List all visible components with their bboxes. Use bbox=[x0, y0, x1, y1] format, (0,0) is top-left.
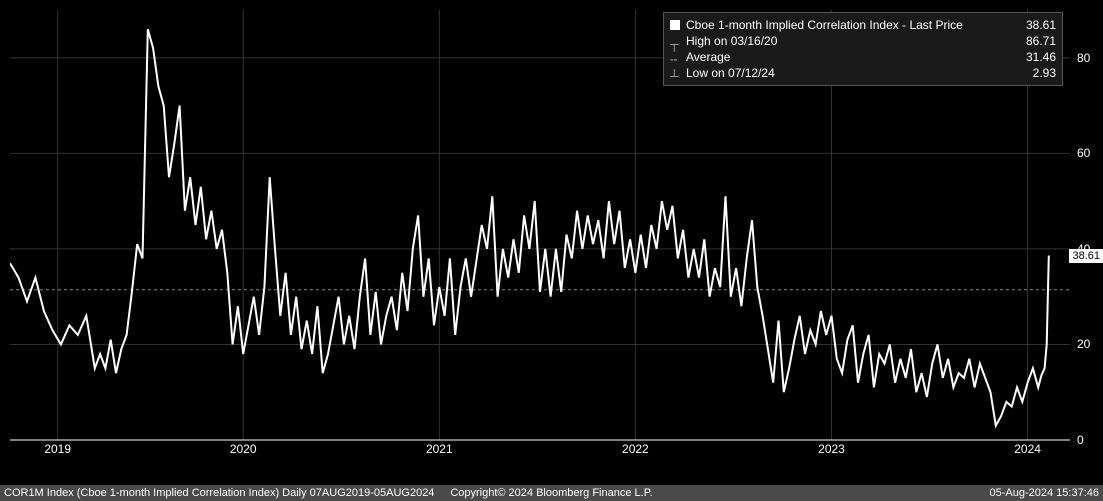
y-tick-label: 20 bbox=[1077, 337, 1103, 351]
footer-left-text: COR1M Index (Cboe 1-month Implied Correl… bbox=[4, 487, 434, 499]
last-price-value: 38.61 bbox=[1072, 250, 1100, 262]
x-tick-label: 2022 bbox=[622, 442, 649, 456]
legend-row-avg: ╌ Average 31.46 bbox=[670, 49, 1056, 65]
avg-marker-icon: ╌ bbox=[670, 52, 680, 62]
footer-right-text: 05-Aug-2024 15:37:46 bbox=[990, 487, 1099, 499]
legend-row-title: Cboe 1-month Implied Correlation Index -… bbox=[670, 17, 1056, 33]
y-tick-label: 60 bbox=[1077, 146, 1103, 160]
legend-high-value: 86.71 bbox=[1006, 33, 1056, 49]
legend-high-label: High on 03/16/20 bbox=[686, 33, 1000, 49]
y-tick-label: 80 bbox=[1077, 51, 1103, 65]
legend-row-low: ┴ Low on 07/12/24 2.93 bbox=[670, 65, 1056, 81]
legend-avg-value: 31.46 bbox=[1006, 49, 1056, 65]
x-tick-label: 2023 bbox=[818, 442, 845, 456]
last-price-badge: 38.61 bbox=[1069, 249, 1103, 263]
square-marker-icon bbox=[670, 20, 680, 30]
legend-title-label: Cboe 1-month Implied Correlation Index -… bbox=[686, 17, 1000, 33]
y-axis: 020406080 38.61 bbox=[1070, 10, 1103, 470]
legend-row-high: ┬ High on 03/16/20 86.71 bbox=[670, 33, 1056, 49]
legend-title-value: 38.61 bbox=[1006, 17, 1056, 33]
footer-bar: COR1M Index (Cboe 1-month Implied Correl… bbox=[0, 485, 1103, 501]
low-marker-icon: ┴ bbox=[670, 68, 680, 78]
x-tick-label: 2021 bbox=[426, 442, 453, 456]
high-marker-icon: ┬ bbox=[670, 36, 680, 46]
x-tick-label: 2024 bbox=[1014, 442, 1041, 456]
legend-avg-label: Average bbox=[686, 49, 1000, 65]
legend-box: Cboe 1-month Implied Correlation Index -… bbox=[663, 12, 1063, 86]
legend-low-label: Low on 07/12/24 bbox=[686, 65, 1000, 81]
y-tick-label: 0 bbox=[1077, 433, 1103, 447]
footer-center-text: Copyright© 2024 Bloomberg Finance L.P. bbox=[450, 487, 652, 499]
legend-low-value: 2.93 bbox=[1006, 65, 1056, 81]
x-tick-label: 2020 bbox=[230, 442, 257, 456]
x-tick-label: 2019 bbox=[44, 442, 71, 456]
